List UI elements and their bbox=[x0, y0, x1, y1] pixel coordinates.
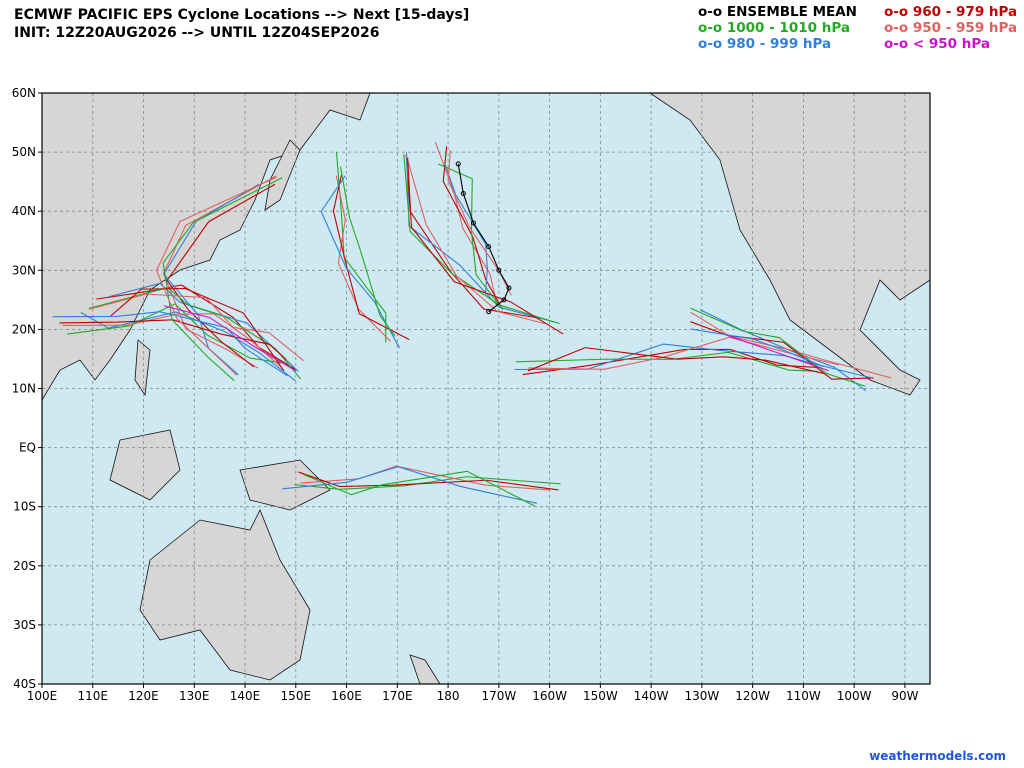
track bbox=[59, 319, 287, 360]
track bbox=[442, 146, 504, 310]
track bbox=[690, 311, 892, 379]
lat-label: 10S bbox=[13, 500, 36, 514]
track bbox=[89, 293, 304, 362]
mean-point bbox=[470, 220, 476, 226]
legend-entry: o-o 980 - 999 hPa bbox=[698, 36, 831, 52]
track bbox=[339, 166, 396, 337]
track bbox=[527, 347, 825, 375]
legend-entry: o-o 1000 - 1010 hPa bbox=[698, 20, 850, 36]
track bbox=[303, 470, 536, 507]
lat-label: 30N bbox=[12, 263, 36, 277]
track bbox=[162, 177, 283, 382]
lon-label: 130E bbox=[179, 689, 210, 703]
lat-label: 10N bbox=[12, 382, 36, 396]
track bbox=[444, 162, 488, 295]
track bbox=[690, 328, 872, 379]
track bbox=[405, 155, 546, 325]
lon-label: 170W bbox=[481, 689, 516, 703]
track bbox=[515, 351, 818, 372]
land bbox=[41, 92, 931, 685]
lat-label: EQ bbox=[19, 441, 36, 455]
lon-label: 110W bbox=[786, 689, 821, 703]
legend-entry: o-o 950 - 959 hPa bbox=[884, 20, 1017, 36]
lat-label: 20S bbox=[13, 559, 36, 573]
track bbox=[155, 176, 277, 376]
lon-label: 180 bbox=[437, 689, 460, 703]
lon-label: 140W bbox=[634, 689, 669, 703]
lon-label: 160W bbox=[532, 689, 567, 703]
mean-point bbox=[455, 161, 461, 167]
credit: weathermodels.com bbox=[869, 749, 1006, 763]
track bbox=[407, 157, 564, 335]
track bbox=[332, 174, 410, 341]
track bbox=[52, 311, 288, 377]
legend-entry: o-o < 950 hPa bbox=[884, 36, 990, 52]
lon-label: 110E bbox=[78, 689, 109, 703]
track bbox=[403, 153, 560, 325]
track bbox=[298, 471, 559, 491]
grid: 100E 110E 120E 130E 140E 150E 160E 170E 180 170W 1… bbox=[12, 86, 930, 703]
track bbox=[447, 149, 512, 296]
lat-label: 40S bbox=[13, 677, 36, 691]
lon-label: 120E bbox=[128, 689, 159, 703]
subtitle: INIT: 12Z20AUG2026 --> UNTIL 12Z04SEP202… bbox=[14, 25, 379, 41]
mean-point bbox=[501, 297, 507, 303]
track bbox=[320, 175, 400, 349]
lon-label: 130W bbox=[684, 689, 719, 703]
lon-label: 140E bbox=[230, 689, 261, 703]
mean-point bbox=[496, 267, 502, 273]
lon-label: 100W bbox=[837, 689, 872, 703]
track bbox=[335, 175, 391, 342]
track bbox=[282, 466, 537, 504]
track bbox=[699, 309, 867, 392]
lat-label: 20N bbox=[12, 322, 36, 336]
lon-label: 160E bbox=[331, 689, 362, 703]
track bbox=[162, 175, 277, 369]
lon-label: 120W bbox=[735, 689, 770, 703]
legend-entry: o-o ENSEMBLE MEAN bbox=[698, 4, 857, 20]
track bbox=[166, 183, 276, 368]
track bbox=[690, 321, 874, 380]
track bbox=[294, 476, 561, 490]
track bbox=[300, 465, 550, 491]
lon-label: 90W bbox=[891, 689, 918, 703]
track bbox=[110, 287, 285, 372]
cyclone-tracks bbox=[52, 141, 892, 507]
lon-label: 100E bbox=[27, 689, 58, 703]
mean-point bbox=[506, 285, 512, 291]
legend: o-o ENSEMBLE MEAN o-o 960 - 979 hPa o-o 10… bbox=[698, 4, 1017, 52]
legend-entry: o-o 960 - 979 hPa bbox=[884, 4, 1017, 20]
mean-point bbox=[486, 244, 492, 250]
track bbox=[163, 305, 297, 372]
track bbox=[690, 307, 866, 387]
lat-label: 30S bbox=[13, 618, 36, 632]
lon-label: 150E bbox=[281, 689, 312, 703]
mean-point bbox=[460, 190, 466, 196]
lat-label: 40N bbox=[12, 204, 36, 218]
track bbox=[96, 284, 296, 370]
lon-label: 150W bbox=[583, 689, 618, 703]
lat-label: 50N bbox=[12, 145, 36, 159]
lat-label: 60N bbox=[12, 86, 36, 100]
track bbox=[434, 141, 498, 307]
track bbox=[528, 336, 840, 370]
mean-point bbox=[486, 309, 492, 315]
track bbox=[727, 334, 829, 372]
title: ECMWF PACIFIC EPS Cyclone Locations --> … bbox=[14, 7, 469, 23]
lon-label: 170E bbox=[382, 689, 413, 703]
map-frame bbox=[41, 92, 931, 685]
